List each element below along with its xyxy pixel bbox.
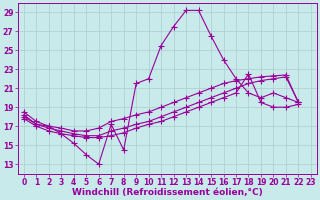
X-axis label: Windchill (Refroidissement éolien,°C): Windchill (Refroidissement éolien,°C) — [72, 188, 263, 197]
